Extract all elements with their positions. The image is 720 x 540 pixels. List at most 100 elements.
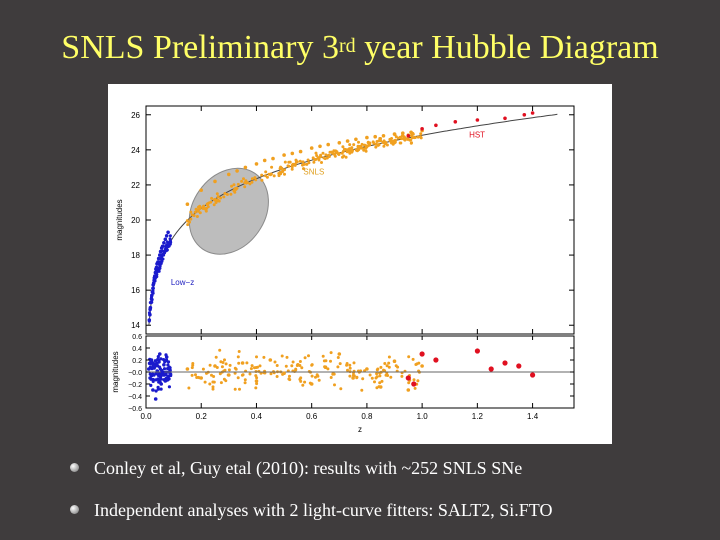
data-point — [254, 374, 258, 378]
data-point — [368, 143, 372, 147]
data-point — [332, 152, 336, 156]
data-point — [156, 355, 160, 359]
data-point — [283, 168, 286, 172]
data-point-snls — [213, 179, 217, 184]
data-point — [193, 210, 197, 214]
x-tick-label: 0.8 — [361, 412, 373, 421]
data-point-lowz — [158, 249, 163, 254]
x-tick-label: 1.2 — [472, 412, 484, 421]
y-tick-label: 0.4 — [132, 346, 142, 353]
residual-point-snls — [323, 365, 328, 370]
data-point — [387, 361, 391, 365]
data-point-snls — [345, 139, 350, 143]
x-tick-label: 1.0 — [417, 412, 429, 421]
data-point — [419, 132, 423, 136]
y-tick-label: 26 — [131, 111, 140, 120]
data-point — [209, 200, 213, 204]
data-point — [360, 388, 364, 392]
data-point — [151, 372, 155, 376]
data-point-lowz — [163, 237, 168, 242]
data-point — [150, 367, 154, 371]
data-point — [222, 377, 226, 381]
data-point — [291, 360, 295, 364]
data-point — [156, 385, 160, 389]
data-point-hst — [530, 111, 535, 115]
data-point — [364, 149, 368, 153]
residual-point-hst — [502, 360, 508, 366]
data-point — [321, 151, 325, 155]
data-point — [417, 361, 421, 365]
data-point — [164, 249, 168, 253]
data-point — [331, 371, 335, 375]
data-point — [348, 143, 352, 147]
data-point — [242, 177, 245, 181]
data-point — [400, 374, 404, 378]
residual-point-hst — [405, 375, 411, 381]
data-point — [220, 365, 224, 369]
bullet-icon — [70, 505, 79, 514]
data-point — [361, 377, 365, 381]
y-tick-label: −0.6 — [128, 406, 142, 413]
data-point — [314, 375, 317, 379]
data-point — [167, 242, 170, 246]
data-point — [283, 172, 286, 176]
data-point-lowz — [150, 293, 154, 298]
data-point — [310, 363, 314, 367]
data-point-hst — [406, 134, 411, 138]
data-point-snls — [326, 142, 330, 147]
y-tick-label: 18 — [131, 251, 140, 260]
data-point — [326, 367, 330, 371]
data-point — [159, 387, 163, 391]
data-point — [223, 358, 226, 362]
data-point — [260, 173, 264, 177]
data-point — [230, 184, 234, 188]
residual-point-snls — [378, 385, 383, 389]
data-point — [194, 207, 198, 211]
data-point — [168, 366, 172, 370]
data-point — [348, 366, 352, 370]
data-point — [269, 173, 273, 177]
data-point — [288, 374, 291, 378]
data-point — [306, 158, 310, 162]
data-point — [190, 373, 194, 377]
data-point — [212, 380, 216, 384]
residual-point-hst — [474, 348, 480, 354]
data-point-snls — [282, 153, 286, 157]
residual-point-snls — [296, 363, 300, 367]
data-point — [346, 368, 349, 372]
data-point — [412, 378, 416, 382]
bullet-item: Conley et al, Guy etal (2010): results w… — [62, 456, 702, 498]
data-point — [154, 372, 158, 376]
data-point — [160, 259, 164, 263]
data-point — [217, 199, 221, 203]
data-point — [148, 372, 153, 376]
data-point — [157, 358, 161, 362]
data-point — [285, 355, 289, 359]
residual-point-snls — [254, 379, 259, 383]
data-point-snls — [401, 131, 405, 135]
data-point — [258, 364, 262, 368]
data-point — [210, 373, 213, 377]
data-point — [219, 360, 223, 364]
data-point-snls — [365, 135, 369, 140]
data-point — [255, 355, 258, 359]
y-tick-label: 0.6 — [132, 334, 142, 341]
data-point — [355, 375, 359, 379]
x-tick-label: 0.0 — [140, 412, 152, 421]
data-point — [168, 234, 172, 238]
data-point — [189, 210, 193, 214]
data-point — [259, 371, 263, 375]
data-point-hst — [475, 118, 480, 122]
data-point — [214, 198, 217, 202]
y-tick-label: 16 — [131, 286, 140, 295]
data-point — [409, 141, 413, 145]
residual-point-snls — [392, 359, 397, 364]
data-point — [298, 360, 302, 363]
data-point — [403, 136, 407, 140]
bullet-item: Independent analyses with 2 light-curve … — [62, 498, 702, 540]
data-point — [398, 141, 402, 145]
residual-point-lowz — [152, 364, 157, 368]
data-point — [345, 363, 349, 367]
data-point — [333, 383, 336, 387]
data-point — [338, 362, 342, 366]
